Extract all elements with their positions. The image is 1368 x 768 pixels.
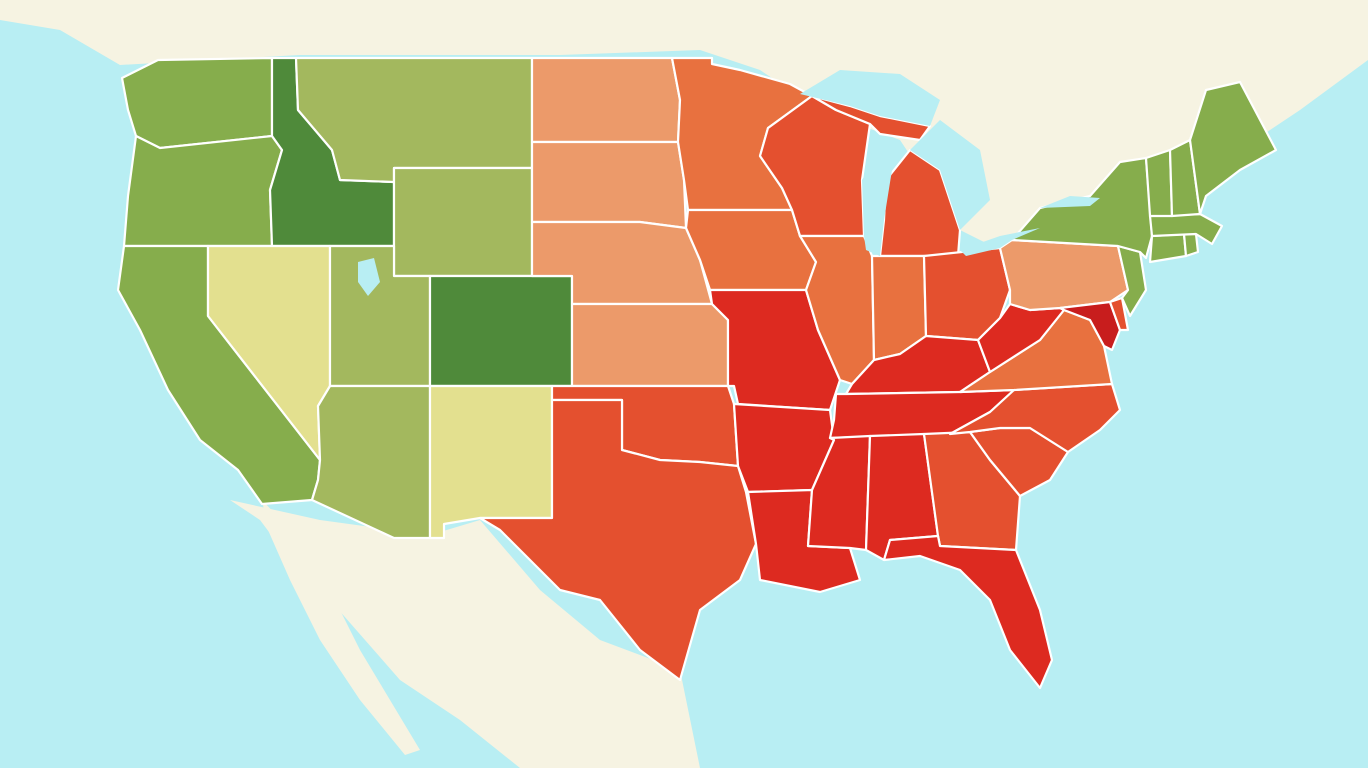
state-north-carolina[interactable] <box>948 382 1122 454</box>
state-south-dakota[interactable] <box>530 140 688 230</box>
state-florida[interactable] <box>882 534 1054 690</box>
great-salt-lake <box>358 258 380 296</box>
mexico-land <box>230 500 700 768</box>
state-maine[interactable] <box>1188 80 1278 216</box>
state-north-dakota[interactable] <box>530 56 682 144</box>
state-pennsylvania[interactable] <box>998 238 1130 312</box>
state-washington[interactable] <box>120 56 274 150</box>
state-arizona[interactable] <box>310 384 432 540</box>
lake-erie <box>960 228 1040 256</box>
state-rhode-island[interactable] <box>1182 232 1200 258</box>
lake-ontario <box>1040 196 1100 208</box>
lake-huron <box>910 120 990 230</box>
state-oregon[interactable] <box>122 134 284 248</box>
state-kansas[interactable] <box>570 302 730 388</box>
lake-michigan <box>862 150 892 256</box>
state-colorado[interactable] <box>428 274 574 388</box>
state-vermont[interactable] <box>1144 148 1174 218</box>
state-new-mexico[interactable] <box>428 384 554 540</box>
state-connecticut[interactable] <box>1148 232 1188 264</box>
baja-land <box>262 500 420 755</box>
canada-land <box>0 0 1368 250</box>
state-wyoming[interactable] <box>392 166 534 278</box>
lake-superior <box>800 70 940 126</box>
state-delaware[interactable] <box>1108 296 1130 332</box>
state-texas[interactable] <box>478 398 758 682</box>
